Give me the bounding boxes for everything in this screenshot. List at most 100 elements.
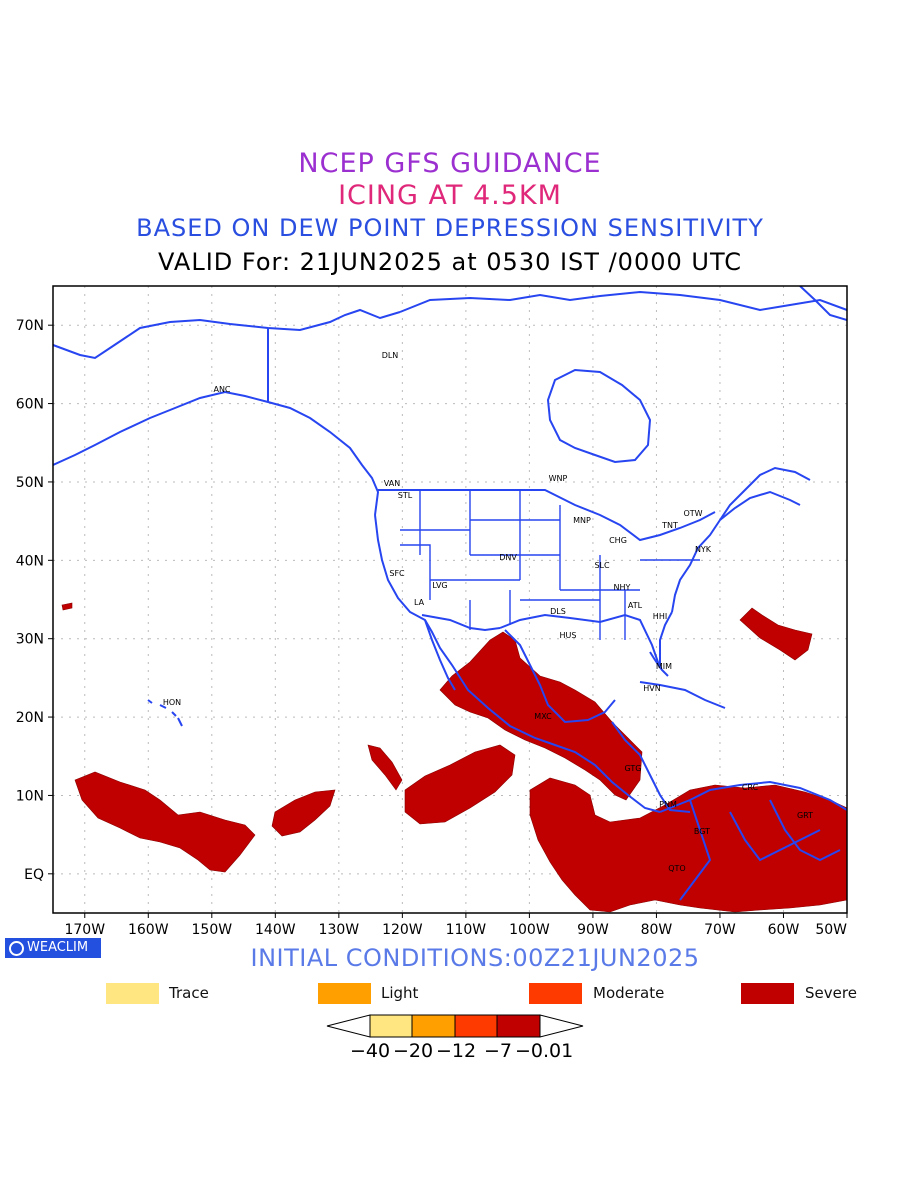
icing-pacific-central bbox=[74, 771, 256, 873]
latitude-label: 30N bbox=[16, 632, 44, 648]
city-label: HVN bbox=[643, 684, 660, 693]
icing-pacific-small bbox=[61, 602, 73, 611]
latitude-label: 70N bbox=[16, 318, 44, 334]
longitude-label: 160W bbox=[128, 922, 169, 938]
colorbar-label-2: −12 bbox=[436, 1040, 477, 1062]
colorbar-label-1: −20 bbox=[393, 1040, 434, 1062]
city-label: GTG bbox=[625, 764, 642, 773]
city-label: ANC bbox=[213, 385, 230, 394]
colorbar bbox=[326, 1014, 584, 1038]
colorbar-right-arrow bbox=[539, 1014, 584, 1038]
city-label: DNV bbox=[499, 553, 517, 562]
legend-swatch-light bbox=[318, 983, 371, 1004]
colorbar-label-4: −0.01 bbox=[515, 1040, 574, 1062]
coast-south-america-north bbox=[659, 780, 847, 813]
coast-arctic bbox=[399, 290, 847, 313]
coast-central-america bbox=[611, 721, 691, 813]
longitude-label: 80W bbox=[641, 922, 673, 938]
icing-south-america bbox=[529, 777, 847, 913]
longitude-label: 130W bbox=[319, 922, 360, 938]
icing-mexico bbox=[439, 631, 643, 801]
city-label: STL bbox=[398, 491, 413, 500]
icing-pacific-east bbox=[404, 744, 516, 825]
longitude-label: 120W bbox=[382, 922, 423, 938]
city-label: HHI bbox=[653, 612, 667, 621]
city-label: TNT bbox=[661, 521, 678, 530]
legend-label-trace: Trace bbox=[169, 984, 209, 1002]
globe-icon bbox=[9, 941, 24, 956]
colorbar-label-3: −7 bbox=[484, 1040, 513, 1062]
legend-swatch-trace bbox=[106, 983, 159, 1004]
city-label: MIM bbox=[656, 662, 672, 671]
latitude-label: 20N bbox=[16, 710, 44, 726]
coastlines bbox=[53, 286, 847, 901]
map-frame bbox=[52, 285, 848, 914]
city-label: ATL bbox=[628, 601, 643, 610]
coast-gulf bbox=[504, 629, 616, 724]
border-us-canada bbox=[378, 489, 716, 542]
city-label: SLC bbox=[594, 561, 610, 570]
title-product: ICING AT 4.5KM bbox=[338, 180, 562, 211]
longitude-label: 170W bbox=[64, 922, 105, 938]
legend-label-light: Light bbox=[381, 984, 419, 1002]
city-label: QTO bbox=[668, 864, 685, 873]
legend-swatch-moderate bbox=[529, 983, 582, 1004]
longitude-label: 140W bbox=[255, 922, 296, 938]
city-label: SFC bbox=[389, 569, 405, 578]
city-label: DLN bbox=[382, 351, 399, 360]
coast-canada-east bbox=[719, 466, 811, 521]
city-label: DLS bbox=[550, 607, 566, 616]
coast-bahamas bbox=[649, 651, 669, 677]
colorbar-segment-severe bbox=[496, 1014, 541, 1038]
coast-alaska-south bbox=[53, 390, 380, 516]
city-label: VAN bbox=[384, 479, 400, 488]
city-label: HON bbox=[163, 698, 181, 707]
us-state-lines bbox=[400, 490, 700, 640]
colorbar-left-arrow bbox=[326, 1014, 371, 1038]
coast-gulf-north bbox=[499, 611, 673, 669]
title-valid-time: VALID For: 21JUN2025 at 0530 IST /0000 U… bbox=[158, 248, 742, 276]
city-label: PNM bbox=[659, 800, 677, 809]
weaclim-logo: WEACLIM bbox=[5, 938, 101, 958]
city-label: MXC bbox=[534, 712, 552, 721]
latitude-label: 60N bbox=[16, 397, 44, 413]
icing-baja-offshore bbox=[367, 744, 403, 791]
longitude-label: 150W bbox=[192, 922, 233, 938]
longitude-label: 100W bbox=[509, 922, 550, 938]
severe-icing-areas bbox=[61, 602, 847, 913]
coast-us-west bbox=[374, 514, 661, 813]
city-label: LVG bbox=[432, 581, 447, 590]
city-label: OTW bbox=[683, 509, 702, 518]
legend-swatch-severe bbox=[741, 983, 794, 1004]
border-us-mexico bbox=[421, 614, 501, 632]
latitude-label: 40N bbox=[16, 553, 44, 569]
initial-conditions: INITIAL CONDITIONS:00Z21JUN2025 bbox=[250, 944, 700, 972]
icing-pacific-west bbox=[271, 789, 336, 837]
coast-greenland bbox=[799, 286, 847, 321]
city-label: NHY bbox=[614, 583, 631, 592]
city-label: GRT bbox=[797, 811, 813, 820]
city-labels: ANC DLN VAN STL WNP MNP OTW TNT CHG NYK DNV SFC LVG L… bbox=[163, 351, 813, 873]
coast-baja bbox=[424, 619, 456, 691]
city-label: MNP bbox=[573, 516, 591, 525]
legend-label-severe: Severe bbox=[805, 984, 857, 1002]
colorbar-segment-light bbox=[411, 1014, 456, 1038]
latitude-label: 10N bbox=[16, 788, 44, 804]
coast-us-east bbox=[671, 490, 801, 613]
colorbar-segment-trace bbox=[369, 1014, 413, 1038]
longitude-label: 90W bbox=[577, 922, 609, 938]
city-label: BGT bbox=[694, 827, 710, 836]
colorbar-label-0: −40 bbox=[350, 1040, 391, 1062]
coast-hudson-bay bbox=[546, 368, 652, 464]
longitude-label: 70W bbox=[704, 922, 736, 938]
legend-label-moderate: Moderate bbox=[593, 984, 665, 1002]
longitude-label: 60W bbox=[768, 922, 800, 938]
title-method: BASED ON DEW POINT DEPRESSION SENSITIVIT… bbox=[136, 214, 764, 242]
icing-atlantic bbox=[739, 607, 813, 661]
city-label: CHG bbox=[609, 536, 627, 545]
latitude-label: EQ bbox=[24, 867, 44, 883]
longitude-label: 50W bbox=[815, 922, 847, 938]
city-label: NYK bbox=[695, 545, 712, 554]
logo-text: WEACLIM bbox=[27, 940, 89, 955]
